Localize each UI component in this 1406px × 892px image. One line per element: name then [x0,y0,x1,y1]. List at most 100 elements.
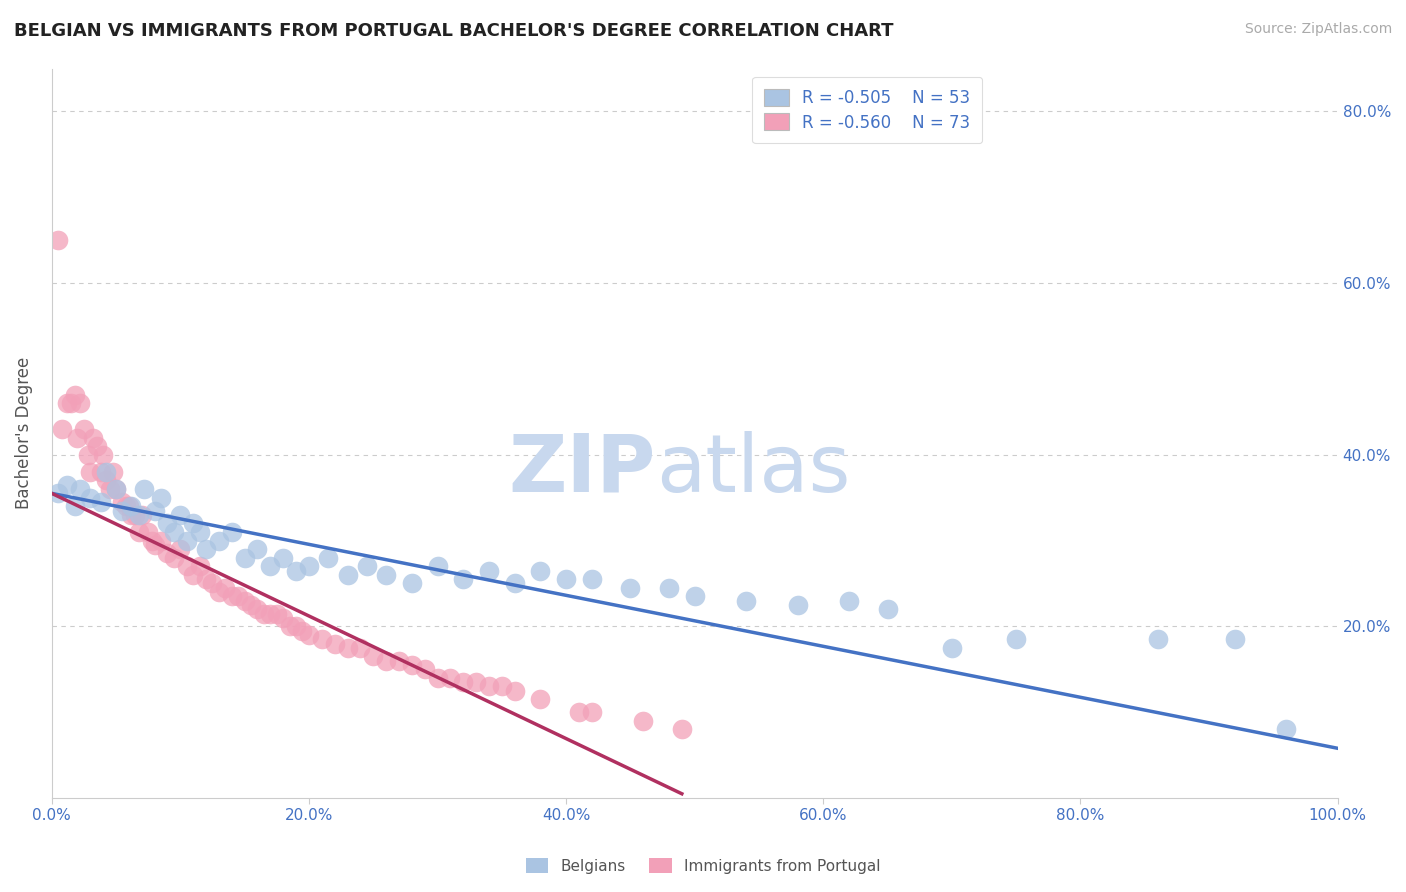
Point [336,568,359,582]
Legend: Belgians, Immigrants from Portugal: Belgians, Immigrants from Portugal [519,852,887,880]
Point [63,387,86,401]
Point [240,598,263,612]
Point [136,524,159,539]
Point [451,572,474,586]
Text: BELGIAN VS IMMIGRANTS FROM PORTUGAL BACHELOR'S DEGREE CORRELATION CHART: BELGIAN VS IMMIGRANTS FROM PORTUGAL BACH… [14,22,894,40]
Point [581,572,603,586]
Point [169,508,191,522]
Point [316,550,339,565]
Point [401,658,423,673]
Point [90,495,112,509]
Point [375,568,398,582]
Point [73,422,96,436]
Point [121,508,143,522]
Point [323,636,346,650]
Point [491,680,513,694]
Point [221,524,243,539]
Point [581,705,603,719]
Point [79,465,101,479]
Legend: R = -0.505    N = 53, R = -0.560    N = 73: R = -0.505 N = 53, R = -0.560 N = 73 [752,77,983,144]
Text: ZIP: ZIP [509,431,657,508]
Point [150,491,173,505]
Point [121,500,143,514]
Point [60,396,83,410]
Point [188,524,211,539]
Y-axis label: Bachelor's Degree: Bachelor's Degree [15,357,32,509]
Point [555,572,578,586]
Point [1146,632,1168,647]
Point [503,683,526,698]
Point [214,581,236,595]
Point [658,581,681,595]
Point [253,607,276,621]
Point [336,640,359,655]
Point [356,559,378,574]
Point [451,675,474,690]
Point [69,482,91,496]
Point [633,714,655,728]
Point [226,590,249,604]
Point [246,602,269,616]
Point [941,640,963,655]
Point [426,671,449,685]
Point [683,590,706,604]
Point [56,477,79,491]
Point [266,607,288,621]
Point [163,550,186,565]
Point [221,590,243,604]
Point [195,542,218,557]
Point [76,448,98,462]
Point [118,500,141,514]
Point [568,705,591,719]
Point [115,500,138,514]
Point [56,396,79,410]
Point [46,486,69,500]
Point [63,500,86,514]
Point [111,495,134,509]
Point [134,482,156,496]
Point [375,654,398,668]
Point [426,559,449,574]
Point [291,624,314,638]
Point [246,542,269,557]
Point [156,516,179,531]
Point [69,396,91,410]
Point [94,474,117,488]
Point [94,465,117,479]
Point [105,482,128,496]
Point [1275,723,1298,737]
Point [111,503,134,517]
Point [298,628,321,642]
Point [181,568,204,582]
Point [176,533,198,548]
Point [233,550,256,565]
Point [786,598,808,612]
Point [124,508,146,522]
Point [176,559,198,574]
Point [208,585,231,599]
Point [195,572,218,586]
Point [79,491,101,505]
Point [439,671,461,685]
Point [131,508,153,522]
Point [285,564,308,578]
Point [478,680,501,694]
Point [311,632,333,647]
Point [529,564,551,578]
Point [156,546,179,560]
Point [103,465,125,479]
Point [233,593,256,607]
Point [208,533,231,548]
Point [361,649,384,664]
Point [98,482,121,496]
Point [91,448,114,462]
Point [51,422,73,436]
Point [1005,632,1028,647]
Point [82,431,104,445]
Point [150,533,173,548]
Point [46,233,69,247]
Point [188,559,211,574]
Point [90,465,112,479]
Point [271,550,294,565]
Point [735,593,758,607]
